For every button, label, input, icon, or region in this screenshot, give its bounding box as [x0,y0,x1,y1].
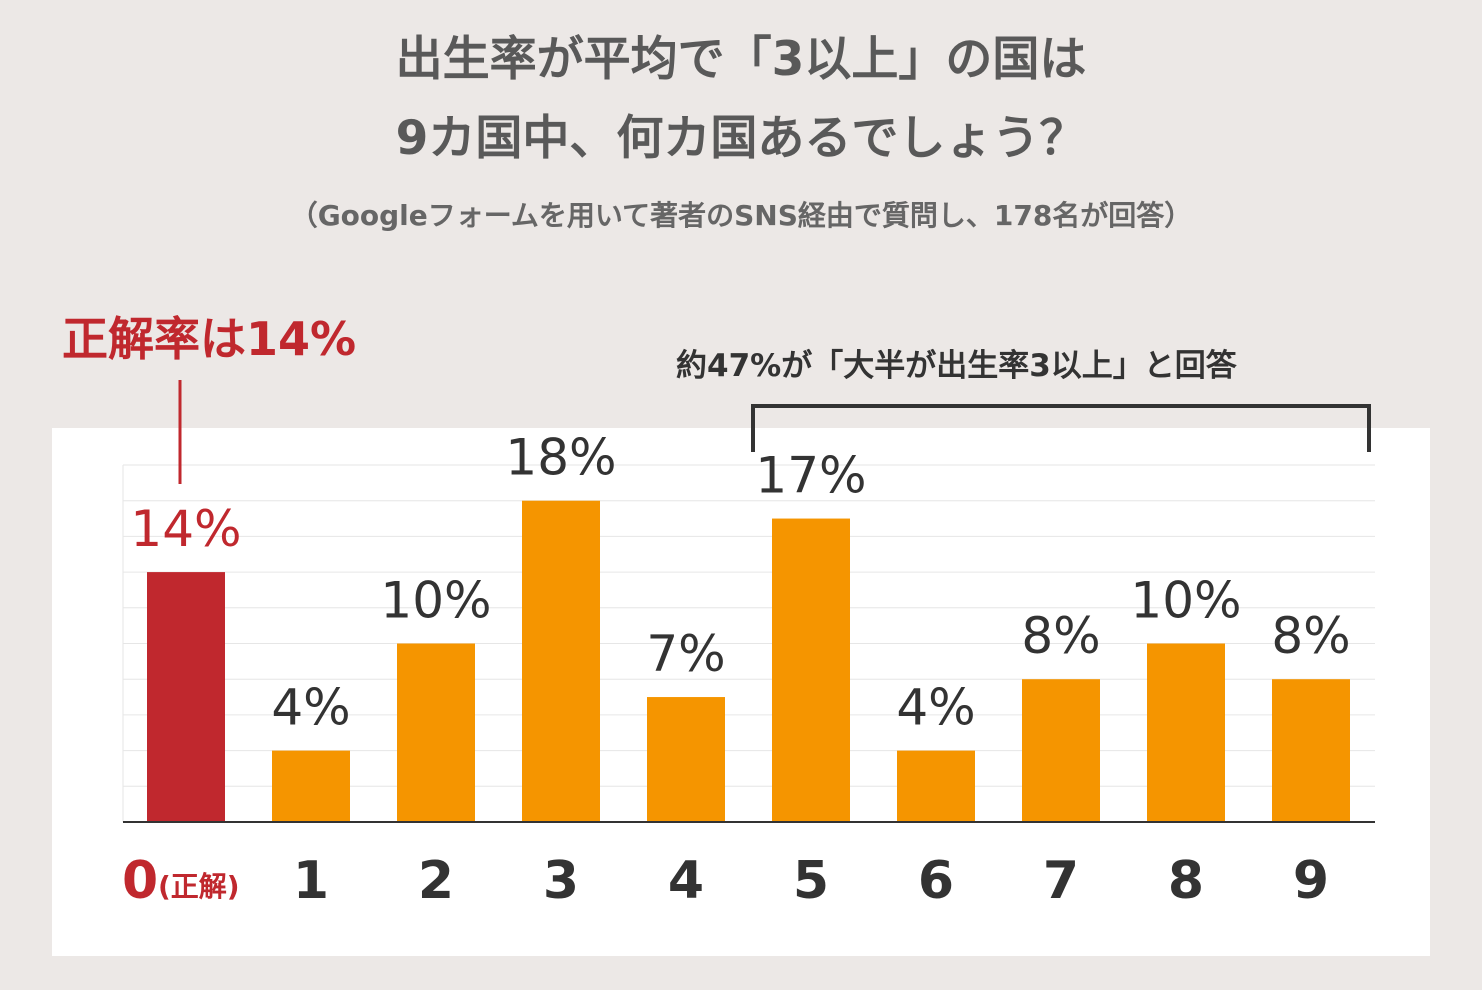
data-label-5: 17% [755,447,866,505]
data-label-8: 10% [1130,572,1241,630]
bar-3 [522,500,600,822]
x-tick-label-3: 3 [543,851,579,911]
x-tick-label-1: 1 [293,851,329,911]
data-label-0: 14% [130,500,241,558]
data-label-6: 4% [896,679,975,737]
correct-rate-callout: 正解率は14% [62,312,357,366]
x-tick-label-2: 2 [418,851,454,911]
x-tick-label-7: 7 [1043,851,1079,911]
chart-title-line1: 出生率が平均で「3以上」の国は [395,32,1087,87]
chart-title-line2: 9カ国中、何カ国あるでしょう？ [395,111,1087,166]
bar-2 [397,643,475,822]
bar-9 [1272,679,1350,822]
bar-7 [1022,679,1100,822]
x-tick-label-8: 8 [1168,851,1204,911]
bar-8 [1147,643,1225,822]
data-label-3: 18% [505,429,616,487]
data-label-1: 4% [271,679,350,737]
data-label-2: 10% [380,572,491,630]
x-tick-label-0: 0 [122,851,158,911]
x-tick-label-6: 6 [918,851,954,911]
bar-0 [147,572,225,822]
x-tick-label-9: 9 [1293,851,1329,911]
x-tick-label-4: 4 [668,851,704,911]
x-tick-suffix-0: (正解) [158,870,240,903]
chart-subtitle: （Googleフォームを用いて著者のSNS経由で質問し、178名が回答） [289,199,1193,232]
data-label-9: 8% [1271,607,1350,665]
bar-1 [272,750,350,822]
majority-callout: 約47%が「大半が出生率3以上」と回答 [676,348,1237,384]
majority-bracket [751,404,1371,452]
bar-6 [897,750,975,822]
x-tick-label-5: 5 [793,851,829,911]
bar-4 [647,697,725,822]
data-label-4: 7% [646,625,725,683]
data-label-7: 8% [1021,607,1100,665]
bar-5 [772,518,850,822]
